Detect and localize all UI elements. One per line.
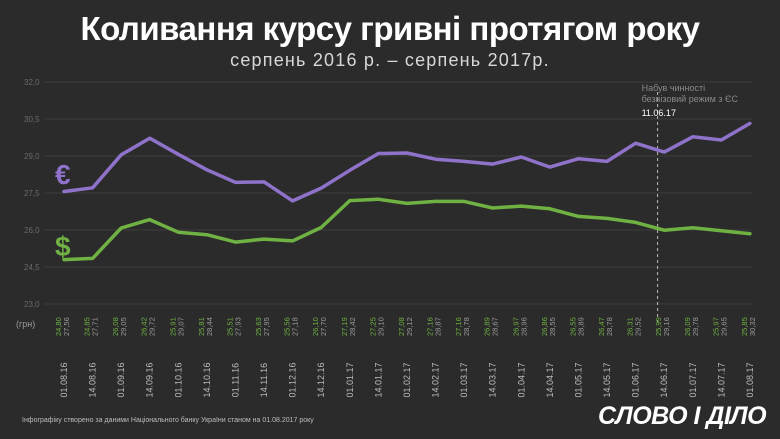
data-label: 29,16 xyxy=(662,317,671,336)
data-label: 28,42 xyxy=(348,317,357,336)
chart-subtitle: серпень 2016 р. – серпень 2017р. xyxy=(230,50,550,70)
x-tick-label: 01.12.16 xyxy=(288,362,298,397)
data-label: 26,97 xyxy=(511,317,520,336)
data-label: 25,51 xyxy=(225,317,234,336)
data-label: 26,89 xyxy=(483,317,492,336)
data-label: 27,25 xyxy=(368,317,377,336)
data-label: 28,78 xyxy=(462,317,471,336)
source-note: Інфографіку створено за даними Національ… xyxy=(22,417,314,424)
x-tick-label: 01.08.17 xyxy=(745,362,755,397)
annotation-text: Набув чинності xyxy=(642,83,706,93)
data-label: 26,55 xyxy=(568,317,577,336)
x-tick-label: 01.08.16 xyxy=(59,362,69,397)
x-tick-label: 01.10.16 xyxy=(173,362,183,397)
logo: СЛОВО І ДІЛО xyxy=(598,402,767,430)
y-tick-label: 27,5 xyxy=(24,189,40,198)
data-label: 27,71 xyxy=(91,317,100,336)
chart-title: Коливання курсу гривні протягом року xyxy=(80,10,700,47)
x-tick-label: 01.05.17 xyxy=(573,362,583,397)
data-label: 29,78 xyxy=(691,317,700,336)
data-label: 25,63 xyxy=(254,317,263,336)
data-label: 29,07 xyxy=(176,317,185,336)
data-label: 25,91 xyxy=(168,317,177,336)
x-tick-label: 14.10.16 xyxy=(202,362,212,397)
series-symbol-euro: € xyxy=(55,159,71,190)
x-tick-label: 14.01.17 xyxy=(373,362,383,397)
data-label: 25,81 xyxy=(197,317,206,336)
data-label: 26,86 xyxy=(540,317,549,336)
data-label: 28,55 xyxy=(548,317,557,336)
data-label: 25,56 xyxy=(283,317,292,336)
data-label: 26,42 xyxy=(140,317,149,336)
y-tick-label: 29,0 xyxy=(24,152,40,161)
data-label: 28,87 xyxy=(434,317,443,336)
x-tick-label: 14.07.17 xyxy=(716,362,726,397)
data-label: 28,89 xyxy=(576,317,585,336)
y-tick-label: 24,5 xyxy=(24,263,40,272)
annotation-date: 11.06.17 xyxy=(642,108,676,118)
data-label: 29,65 xyxy=(719,317,728,336)
y-tick-label: 30,5 xyxy=(24,115,40,124)
x-tick-label: 01.06.17 xyxy=(631,362,641,397)
data-label: 26,08 xyxy=(111,317,120,336)
x-tick-label: 14.06.17 xyxy=(659,362,669,397)
data-label: 29,52 xyxy=(634,317,643,336)
data-label: 26,09 xyxy=(683,317,692,336)
y-tick-label: 32,0 xyxy=(24,78,40,87)
x-tick-label: 01.01.17 xyxy=(345,362,355,397)
x-tick-label: 14.11.16 xyxy=(259,363,269,397)
x-tick-label: 01.04.17 xyxy=(516,362,526,397)
data-label: 29,05 xyxy=(119,317,128,336)
x-tick-label: 01.11.16 xyxy=(230,363,240,397)
data-label: 30,32 xyxy=(748,317,757,336)
x-tick-label: 14.09.16 xyxy=(145,362,155,397)
data-label: 25,99 xyxy=(654,317,663,336)
data-label: 28,67 xyxy=(491,317,500,336)
x-tick-label: 14.04.17 xyxy=(545,362,555,397)
data-label: 27,08 xyxy=(397,317,406,336)
data-label: 25,85 xyxy=(740,317,749,336)
data-label: 29,12 xyxy=(405,317,414,336)
data-label: 29,10 xyxy=(376,317,385,336)
data-label: 28,44 xyxy=(205,317,214,336)
annotation-text: безвізовий режим з ЄС xyxy=(642,94,739,104)
data-label: 24,80 xyxy=(54,317,63,336)
x-tick-label: 01.03.17 xyxy=(459,362,469,397)
data-label: 27,18 xyxy=(291,317,300,336)
series-line-dollar xyxy=(62,197,752,262)
data-label: 28,78 xyxy=(605,317,614,336)
y-tick-label: 23,0 xyxy=(24,300,40,309)
data-label: 27,16 xyxy=(454,317,463,336)
data-label: 27,16 xyxy=(426,317,435,336)
x-tick-label: 01.07.17 xyxy=(688,362,698,397)
x-tick-label: 14.05.17 xyxy=(602,362,612,397)
data-label: 27,70 xyxy=(319,317,328,336)
data-label: 28,96 xyxy=(519,317,528,336)
y-tick-label: 26,0 xyxy=(24,226,40,235)
data-label: 27,19 xyxy=(340,317,349,336)
x-tick-label: 14.08.16 xyxy=(88,362,98,397)
series-symbol-dollar: $ xyxy=(55,231,71,262)
x-tick-label: 14.03.17 xyxy=(488,362,498,397)
x-tick-label: 01.09.16 xyxy=(116,362,126,397)
x-tick-label: 14.02.17 xyxy=(431,362,441,397)
data-label: 26,47 xyxy=(597,317,606,336)
data-label: 29,72 xyxy=(148,317,157,336)
data-label: 27,93 xyxy=(233,317,242,336)
data-label: 27,95 xyxy=(262,317,271,336)
series-line-euro xyxy=(62,121,752,203)
unit-label: (грн) xyxy=(16,319,35,329)
x-tick-label: 01.02.17 xyxy=(402,362,412,397)
x-tick-label: 14.12.16 xyxy=(316,362,326,397)
data-label: 27,56 xyxy=(62,317,71,336)
data-label: 26,31 xyxy=(626,317,635,336)
data-label: 24,85 xyxy=(83,317,92,336)
data-label: 25,97 xyxy=(711,317,720,336)
data-label: 26,10 xyxy=(311,317,320,336)
